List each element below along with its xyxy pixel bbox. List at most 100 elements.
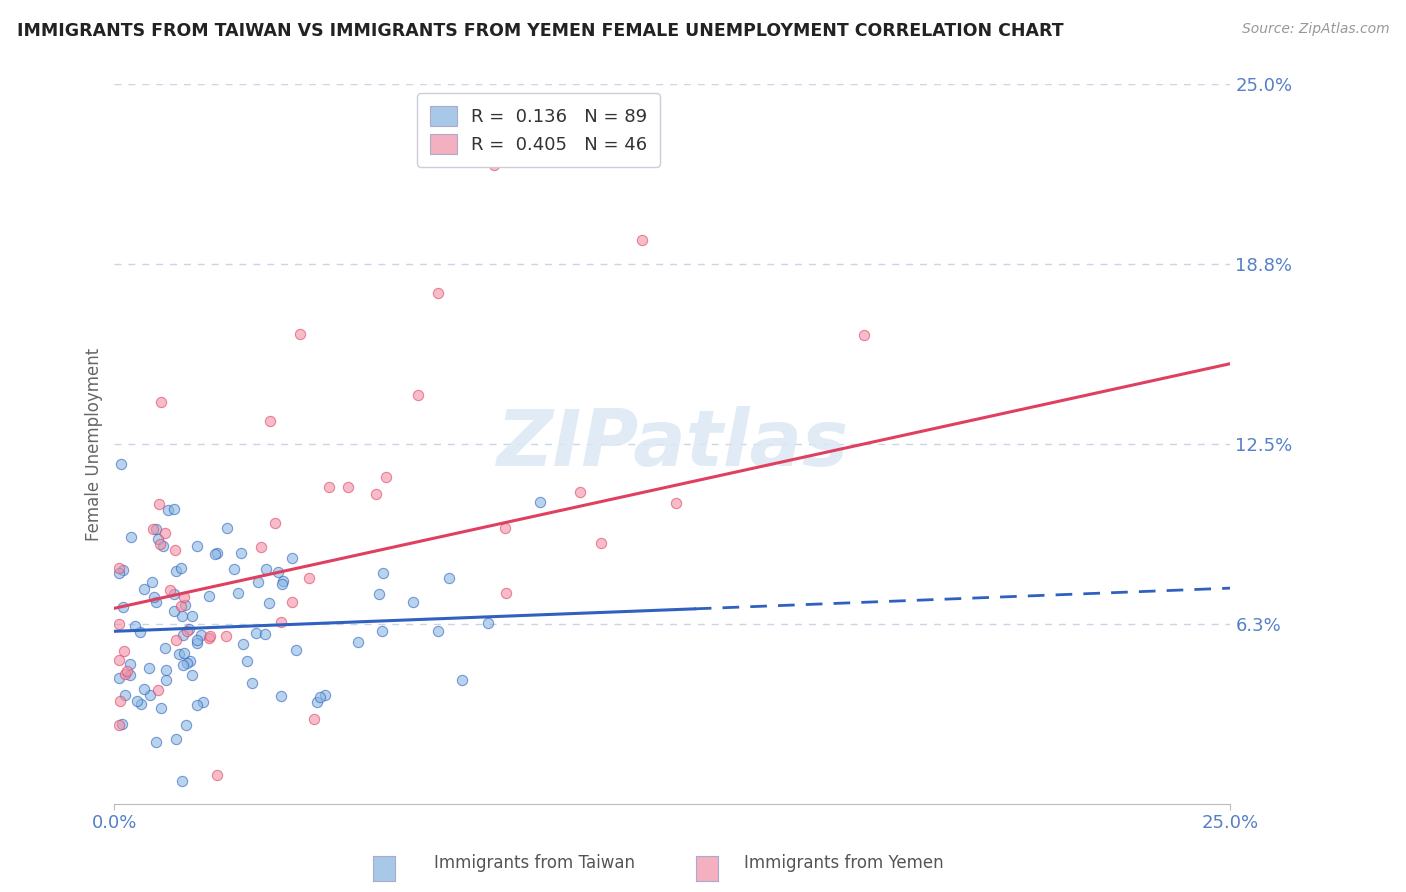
Point (205, 546, 228, 560)
Point (288, 326, 311, 341)
Point (180, 608, 202, 623)
Y-axis label: Female Unemployment: Female Unemployment (86, 348, 103, 541)
Point (163, 587, 186, 601)
Point (186, 635, 208, 649)
Point (271, 576, 294, 591)
Point (170, 608, 193, 623)
Point (304, 712, 326, 726)
Point (231, 546, 253, 560)
Point (270, 689, 292, 703)
Point (336, 480, 359, 494)
Text: Immigrants from Yemen: Immigrants from Yemen (744, 855, 943, 872)
Point (159, 583, 181, 598)
Point (173, 590, 195, 604)
Point (153, 525, 176, 540)
Point (108, 561, 131, 575)
Point (111, 599, 134, 614)
Point (314, 688, 336, 702)
Point (120, 668, 142, 682)
Point (259, 596, 281, 610)
Point (167, 647, 190, 661)
Point (170, 599, 193, 614)
Point (408, 388, 430, 402)
Point (226, 586, 249, 600)
Point (114, 666, 136, 681)
Point (482, 158, 505, 172)
Point (298, 571, 321, 585)
Text: Immigrants from Taiwan: Immigrants from Taiwan (434, 855, 634, 872)
Point (176, 624, 198, 638)
Point (163, 502, 186, 516)
Point (112, 563, 135, 577)
Point (205, 768, 228, 782)
Point (176, 656, 198, 670)
Point (426, 286, 449, 301)
Point (477, 615, 499, 630)
Point (124, 619, 146, 633)
Point (155, 673, 177, 688)
Point (108, 672, 131, 686)
Point (318, 480, 340, 494)
Point (375, 469, 398, 483)
Point (141, 575, 163, 590)
Point (163, 604, 186, 618)
Text: IMMIGRANTS FROM TAIWAN VS IMMIGRANTS FROM YEMEN FEMALE UNEMPLOYMENT CORRELATION : IMMIGRANTS FROM TAIWAN VS IMMIGRANTS FRO… (17, 22, 1063, 40)
Point (347, 635, 370, 649)
Point (273, 574, 295, 588)
Point (366, 487, 388, 501)
Point (259, 414, 281, 428)
Point (152, 539, 174, 553)
Point (529, 494, 551, 508)
Point (129, 697, 152, 711)
Point (155, 640, 177, 655)
Point (149, 394, 172, 409)
Point (165, 565, 187, 579)
Point (665, 496, 688, 510)
Point (108, 566, 131, 581)
Point (246, 574, 269, 589)
Point (163, 543, 186, 558)
Point (214, 628, 236, 642)
Point (108, 617, 131, 632)
Point (494, 521, 516, 535)
Point (149, 537, 172, 551)
Point (170, 774, 193, 789)
Point (132, 582, 155, 597)
Point (250, 541, 273, 555)
Point (190, 628, 212, 642)
Point (143, 590, 166, 604)
Point (177, 622, 200, 636)
Point (112, 644, 135, 658)
Point (134, 681, 156, 696)
Point (108, 653, 131, 667)
Point (174, 717, 197, 731)
Point (173, 598, 195, 612)
Point (307, 695, 329, 709)
Point (589, 536, 612, 550)
Point (186, 698, 208, 712)
Point (371, 566, 394, 580)
Point (148, 682, 170, 697)
Point (148, 532, 170, 546)
Point (630, 233, 652, 247)
Text: ZIPatlas: ZIPatlas (496, 406, 849, 483)
Point (173, 646, 195, 660)
Point (108, 718, 131, 732)
Point (138, 660, 160, 674)
Point (270, 615, 292, 629)
Point (150, 701, 173, 715)
Point (240, 676, 263, 690)
Point (568, 485, 591, 500)
Point (309, 690, 332, 705)
Point (120, 657, 142, 672)
Point (263, 516, 285, 531)
Point (427, 624, 450, 638)
Point (222, 562, 245, 576)
Point (245, 626, 267, 640)
Point (232, 637, 254, 651)
Point (215, 521, 238, 535)
Point (111, 716, 134, 731)
Point (367, 587, 389, 601)
Point (179, 655, 201, 669)
Point (437, 571, 460, 585)
